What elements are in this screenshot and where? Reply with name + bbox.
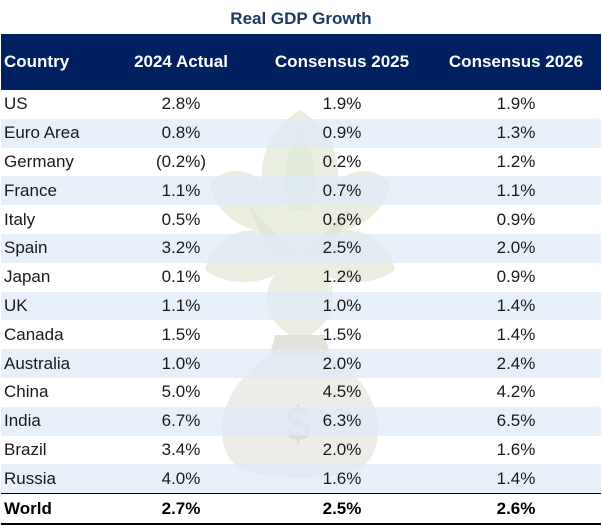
actual-2024-cell: 2.7%: [109, 493, 253, 525]
header-row: Country 2024 Actual Consensus 2025 Conse…: [1, 34, 601, 90]
consensus-2026-cell: 1.2%: [496, 151, 536, 171]
country-cell: Australia: [1, 349, 109, 378]
table-row: China 5.0% 4.5% 4.2%: [1, 378, 601, 407]
consensus-2025-cell: 2.0%: [322, 439, 362, 459]
actual-2024-cell: 0.5%: [161, 209, 201, 229]
consensus-2025-cell: 0.7%: [253, 176, 431, 206]
consensus-2025-cell: 1.5%: [322, 324, 362, 344]
table-row: Australia 1.0% 2.0% 2.4%: [1, 349, 601, 378]
actual-2024-cell: 0.8%: [109, 118, 253, 148]
table-row: Brazil 3.4% 2.0% 1.6%: [1, 436, 601, 465]
consensus-2025-cell: 1.2%: [322, 267, 362, 287]
country-cell: Brazil: [4, 439, 47, 459]
header-consensus-2025: Consensus 2025: [253, 34, 431, 90]
consensus-2025-cell: 1.6%: [253, 464, 431, 494]
consensus-2026-cell: 1.4%: [496, 324, 536, 344]
actual-2024-cell: 1.0%: [109, 349, 253, 378]
world-total-row: World 2.7% 2.5% 2.6%: [1, 493, 601, 525]
table-row: Euro Area 0.8% 0.9% 1.3%: [1, 118, 601, 148]
table-row: Russia 4.0% 1.6% 1.4%: [1, 464, 601, 494]
consensus-2026-cell: 1.9%: [496, 94, 536, 114]
country-cell: Russia: [1, 464, 109, 494]
consensus-2025-cell: 0.6%: [322, 209, 362, 229]
consensus-2025-cell: 2.5%: [253, 493, 431, 525]
actual-2024-cell: 2.8%: [161, 94, 201, 114]
consensus-2025-cell: 0.9%: [253, 118, 431, 148]
actual-2024-cell: 4.0%: [109, 464, 253, 494]
consensus-2026-cell: 4.2%: [496, 382, 536, 402]
consensus-2025-cell: 0.2%: [322, 151, 362, 171]
country-cell: Japan: [4, 267, 51, 287]
table-row: Japan 0.1% 1.2% 0.9%: [1, 263, 601, 292]
country-cell: Spain: [1, 233, 109, 263]
consensus-2026-cell: 2.4%: [431, 349, 601, 378]
consensus-2026-cell: 6.5%: [431, 406, 601, 436]
header-consensus-2026: Consensus 2026: [431, 34, 601, 90]
consensus-2026-cell: 0.9%: [496, 209, 536, 229]
consensus-2025-cell: 1.0%: [253, 291, 431, 321]
consensus-2026-cell: 1.4%: [431, 464, 601, 494]
table-row: India 6.7% 6.3% 6.5%: [1, 406, 601, 436]
table-row: UK 1.1% 1.0% 1.4%: [1, 291, 601, 321]
actual-2024-cell: 1.1%: [109, 291, 253, 321]
table-row: Italy 0.5% 0.6% 0.9%: [1, 205, 601, 234]
country-cell: Germany: [4, 151, 74, 171]
consensus-2026-cell: 0.9%: [496, 267, 536, 287]
consensus-2025-cell: 2.5%: [253, 233, 431, 263]
table-row: Spain 3.2% 2.5% 2.0%: [1, 233, 601, 263]
country-cell: Italy: [4, 209, 36, 229]
table-row: Germany (0.2%) 0.2% 1.2%: [1, 148, 601, 177]
country-cell: China: [4, 382, 49, 402]
header-country: Country: [1, 34, 109, 90]
consensus-2025-cell: 6.3%: [253, 406, 431, 436]
consensus-2025-cell: 4.5%: [322, 382, 362, 402]
country-cell: World: [1, 493, 109, 525]
gdp-growth-table: Country 2024 Actual Consensus 2025 Conse…: [1, 34, 601, 525]
header-2024-actual: 2024 Actual: [109, 34, 253, 90]
country-cell: India: [1, 406, 109, 436]
table-row: US 2.8% 1.9% 1.9%: [1, 90, 601, 119]
actual-2024-cell: 6.7%: [109, 406, 253, 436]
country-cell: Canada: [4, 324, 64, 344]
country-cell: Euro Area: [1, 118, 109, 148]
consensus-2026-cell: 1.1%: [431, 176, 601, 206]
country-cell: UK: [1, 291, 109, 321]
consensus-2026-cell: 1.3%: [431, 118, 601, 148]
actual-2024-cell: 3.2%: [109, 233, 253, 263]
actual-2024-cell: 3.4%: [161, 439, 201, 459]
actual-2024-cell: 5.0%: [161, 382, 201, 402]
actual-2024-cell: 1.1%: [109, 176, 253, 206]
consensus-2025-cell: 2.0%: [253, 349, 431, 378]
consensus-2026-cell: 1.6%: [496, 439, 536, 459]
actual-2024-cell: 1.5%: [161, 324, 201, 344]
consensus-2026-cell: 2.0%: [431, 233, 601, 263]
actual-2024-cell: (0.2%): [155, 151, 207, 171]
table-row: Canada 1.5% 1.5% 1.4%: [1, 320, 601, 349]
table-title: Real GDP Growth: [230, 9, 372, 28]
country-cell: US: [4, 94, 28, 114]
consensus-2026-cell: 2.6%: [431, 493, 601, 525]
actual-2024-cell: 0.1%: [161, 267, 201, 287]
country-cell: France: [1, 176, 109, 206]
table-row: France 1.1% 0.7% 1.1%: [1, 176, 601, 206]
consensus-2026-cell: 1.4%: [431, 291, 601, 321]
consensus-2025-cell: 1.9%: [322, 94, 362, 114]
